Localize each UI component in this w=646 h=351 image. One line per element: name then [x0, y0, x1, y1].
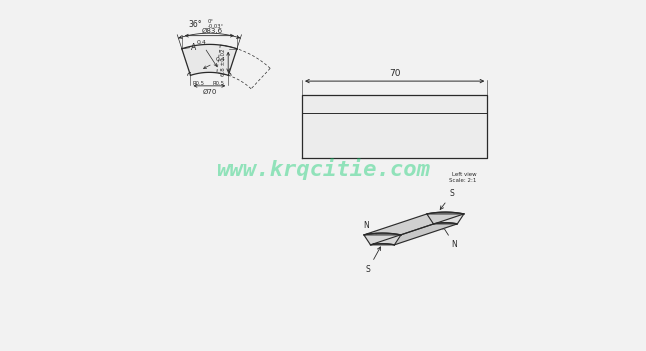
- Text: A: A: [191, 42, 196, 52]
- Text: R0.5: R0.5: [212, 81, 224, 86]
- Text: N: N: [363, 221, 384, 241]
- Polygon shape: [364, 235, 401, 245]
- Polygon shape: [182, 44, 237, 75]
- Text: R0.5: R0.5: [193, 81, 205, 86]
- Text: N: N: [443, 226, 457, 249]
- Text: 36°: 36°: [188, 20, 202, 29]
- Polygon shape: [364, 212, 464, 235]
- Text: 70: 70: [389, 68, 401, 78]
- Polygon shape: [427, 214, 464, 224]
- Text: 6.8 ±0.02: 6.8 ±0.02: [222, 48, 227, 76]
- Text: Ø70: Ø70: [202, 89, 216, 95]
- Text: 0.4: 0.4: [203, 58, 225, 68]
- Polygon shape: [370, 223, 457, 245]
- Text: S: S: [366, 247, 380, 274]
- Text: S: S: [440, 190, 454, 210]
- Text: 0°
-0.03°: 0° -0.03°: [207, 19, 224, 29]
- Text: Ø83.6: Ø83.6: [202, 28, 223, 34]
- Text: 0.4: 0.4: [196, 40, 217, 66]
- Text: Left view
Scale: 2:1: Left view Scale: 2:1: [450, 172, 477, 183]
- Polygon shape: [302, 95, 487, 158]
- Text: www.krqcitie.com: www.krqcitie.com: [216, 158, 430, 179]
